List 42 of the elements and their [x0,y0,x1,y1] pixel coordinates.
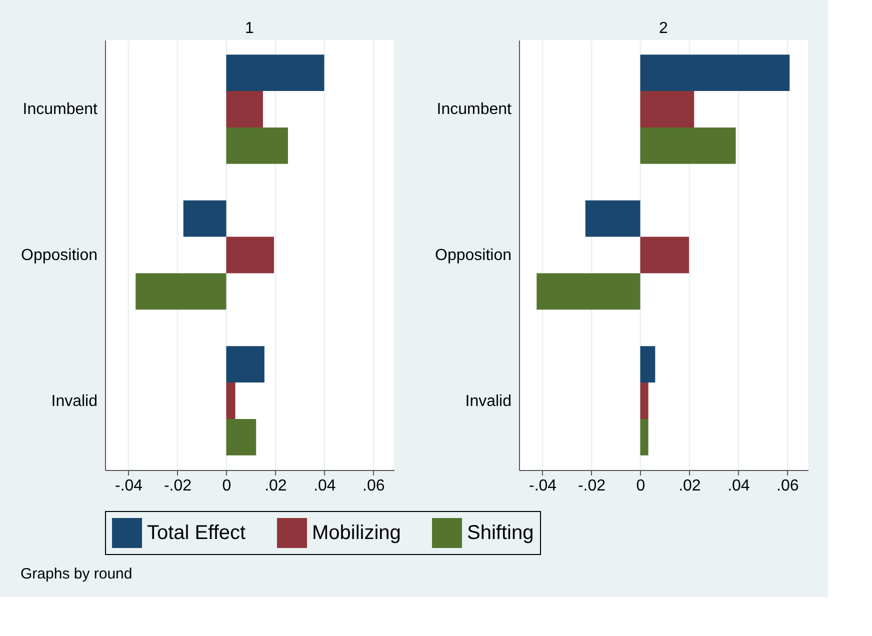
legend-label: Mobilizing [312,522,401,544]
bar [640,382,648,419]
bar [226,91,263,128]
y-tick-label: Opposition [435,247,512,264]
bar [226,382,236,419]
bar [226,54,324,92]
x-tick-label: -.02 [578,478,606,494]
bar [585,200,640,237]
chart-title: 1 [245,20,254,37]
bar [640,127,736,164]
bar [136,273,226,310]
x-tick-label: -.04 [528,478,557,494]
y-tick-label: Invalid [51,392,98,410]
bar [640,54,790,92]
bar [640,236,689,274]
x-tick-label: .04 [314,478,336,494]
x-tick-label: .02 [678,478,701,494]
legend-label: Shifting [467,522,534,544]
x-tick-label: 0 [636,478,646,494]
y-tick-label: Invalid [465,392,512,410]
x-tick-label: -.04 [114,478,143,494]
x-tick-label: -.02 [164,478,192,494]
x-tick-label: 0 [222,478,232,494]
bar [640,91,694,128]
bar [640,418,648,456]
y-tick-label: Incumbent [22,101,98,118]
x-tick-label: .04 [728,478,750,494]
chart-title: 2 [659,20,668,37]
bar [226,236,274,274]
bar [226,127,288,164]
x-tick-label: .06 [776,478,799,494]
bar [226,418,256,456]
text: Graphs by round [20,566,132,582]
bar [226,346,264,383]
x-tick-label: .06 [362,478,385,494]
bar [640,346,656,383]
y-tick-label: Opposition [21,247,98,264]
x-tick-label: .02 [264,478,287,494]
bar [183,200,226,237]
bar [536,273,640,310]
y-tick-label: Incumbent [436,101,512,118]
legend-label: Total Effect [147,522,246,544]
